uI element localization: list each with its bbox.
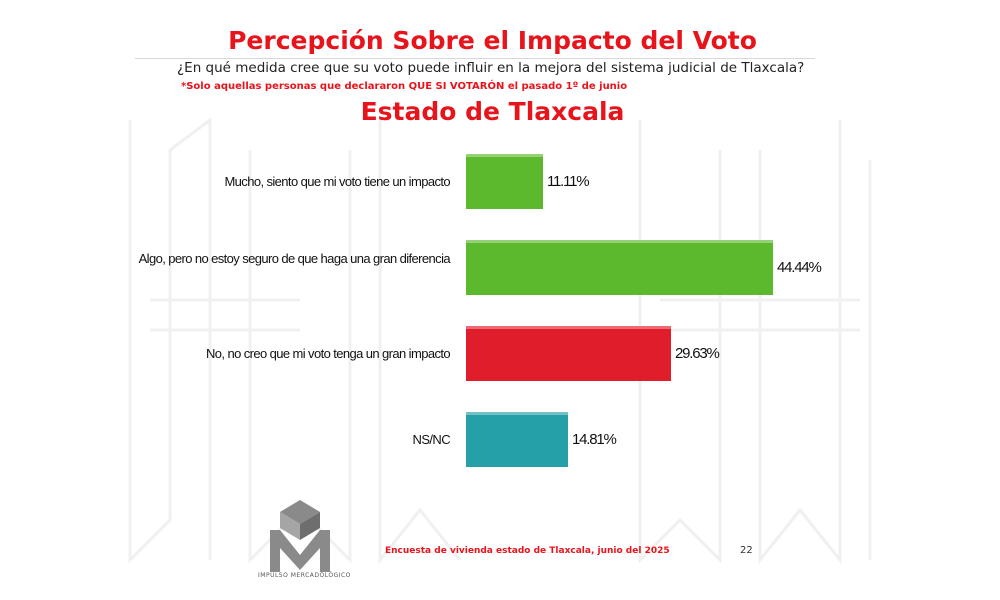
value-label: 11.11% xyxy=(547,172,590,190)
footer-source: Encuesta de vivienda estado de Tlaxcala,… xyxy=(385,546,670,556)
value-label: 14.81% xyxy=(572,430,617,448)
value-label: 44.44% xyxy=(777,258,822,276)
category-label: Mucho, siento que mi voto tiene un impac… xyxy=(224,173,450,189)
page-number: 22 xyxy=(740,545,753,556)
company-logo-icon xyxy=(270,500,330,572)
bar xyxy=(466,240,773,295)
title-divider xyxy=(135,58,815,59)
bar xyxy=(466,412,568,467)
category-label: NS/NC xyxy=(412,431,451,447)
respondent-note: *Solo aquellas personas que declararon Q… xyxy=(181,81,628,92)
survey-question: ¿En qué medida cree que su voto puede in… xyxy=(177,60,827,95)
bar xyxy=(466,154,543,209)
value-label: 29.63% xyxy=(675,344,720,362)
chart-subtitle: Estado de Tlaxcala xyxy=(360,97,625,126)
question-text: ¿En qué medida cree que su voto puede in… xyxy=(177,60,805,76)
chart-title: Percepción Sobre el Impacto del Voto xyxy=(228,26,757,55)
category-label: Algo, pero no estoy seguro de que haga u… xyxy=(138,250,451,266)
category-label: No, no creo que mi voto tenga un gran im… xyxy=(206,345,451,361)
bar xyxy=(466,326,671,381)
logo-text: IMPULSO MERCADOLÓGICO xyxy=(258,572,351,579)
